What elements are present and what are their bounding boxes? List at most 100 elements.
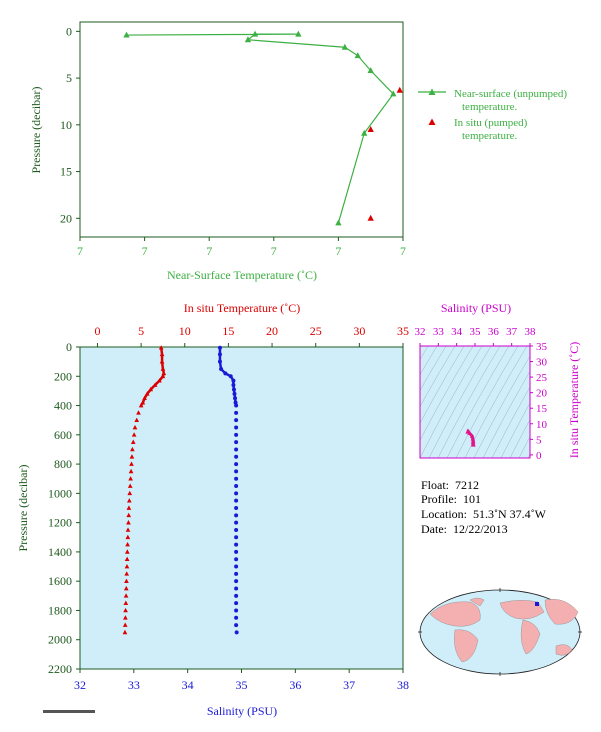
density-contour [491, 386, 530, 458]
near-surface-legend: Near-surface (unpumped) temperature. In … [418, 88, 567, 142]
profile-y-axis: 0 200 400 600 800 1000 1200 1400 1600 1800 2000 220… [48, 340, 80, 676]
near-surface-series [123, 30, 403, 226]
world-map [418, 588, 582, 676]
y-tick-label: 15 [60, 165, 72, 179]
temperature-point [125, 534, 131, 540]
y-tick-label: 10 [60, 118, 72, 132]
salinity-point [234, 564, 239, 569]
near-surface-point [251, 30, 259, 37]
density-contour [420, 346, 483, 458]
ts-point [470, 433, 475, 438]
temperature-point [130, 446, 135, 452]
ts-salinity-axis-label: Salinity (PSU) [441, 301, 511, 315]
salinity-point [231, 387, 236, 392]
salinity-point [234, 410, 239, 415]
temperature-point [128, 476, 133, 481]
ts-temperature-tick-label: 10 [536, 419, 548, 431]
float-value: 7212 [455, 478, 479, 492]
density-contour [500, 402, 530, 458]
salinity-point [234, 586, 239, 591]
density-contours [420, 346, 530, 458]
in-situ-point [396, 86, 403, 93]
temperature-point [123, 585, 129, 591]
near-surface-point [341, 43, 349, 50]
temperature-point [129, 461, 134, 466]
legend-label-near-surface-1: Near-surface (unpumped) [454, 88, 567, 100]
temperature-point [159, 359, 165, 364]
temperature-point [127, 490, 133, 496]
profile-series [122, 345, 239, 635]
y-tick-label: 200 [54, 369, 72, 383]
y-tick-label: 1600 [48, 574, 72, 588]
density-contour [437, 346, 501, 458]
salinity-axis: 32 33 34 35 36 37 38 [74, 669, 409, 692]
ts-salinity-tick-label: 36 [488, 326, 500, 338]
salinity-axis-label: Salinity (PSU) [207, 704, 277, 718]
salinity-tick-label: 35 [236, 678, 248, 692]
svg-text:Profile:101: Profile: 101 [421, 492, 481, 506]
near-surface-point [361, 129, 368, 136]
salinity-point [234, 630, 239, 635]
ts-salinity-tick-label: 38 [525, 326, 537, 338]
near-surface-point [123, 31, 130, 38]
temperature-point [124, 549, 130, 554]
temperature-point [134, 417, 140, 423]
near-surface-point [244, 36, 252, 43]
temperature-point [124, 578, 129, 584]
density-contour [482, 370, 530, 458]
y-tick-label: 0 [66, 24, 72, 38]
near-surface-point [354, 52, 361, 59]
ts-salinity-tick-label: 35 [470, 326, 482, 338]
salinity-point [234, 608, 239, 613]
in-situ-point [367, 126, 374, 132]
svg-text:Float:7212: Float: 7212 [421, 478, 479, 492]
salinity-point [234, 484, 239, 489]
temperature-point [126, 505, 132, 510]
y-tick-label: 0 [66, 340, 72, 354]
ts-salinity-tick-label: 32 [415, 326, 426, 338]
svg-text:Date:12/22/2013: Date: 12/22/2013 [421, 522, 508, 536]
salinity-tick-label: 34 [182, 678, 194, 692]
y-tick-label: 5 [66, 71, 72, 85]
salinity-point [228, 374, 233, 379]
salinity-point [234, 440, 239, 445]
salinity-point [234, 462, 239, 467]
map-land [429, 597, 579, 663]
legend-marker-near-surface [428, 88, 436, 95]
density-contour [428, 346, 492, 458]
ts-plot-area [420, 346, 530, 458]
temperature-point [126, 520, 131, 525]
location-label: Location: [421, 507, 467, 521]
ts-temperature-tick-label: 25 [536, 372, 548, 384]
salinity-point [234, 454, 239, 459]
salinity-point [231, 383, 236, 388]
near-surface-y-axis: 0 5 10 15 20 [60, 24, 80, 225]
float-position-marker [535, 602, 539, 606]
density-contour [420, 346, 465, 424]
ts-point [471, 442, 476, 447]
temperature-point [124, 563, 130, 569]
salinity-point [234, 469, 239, 474]
temperature-point [129, 454, 135, 459]
ts-temperature-tick-label: 15 [536, 403, 548, 415]
date-value: 12/22/2013 [453, 522, 508, 536]
ts-point [467, 430, 472, 435]
near-surface-plot-frame [79, 21, 404, 238]
salinity-point [232, 391, 237, 396]
temperature-tick-label: 0 [94, 324, 100, 338]
salinity-point [217, 352, 222, 357]
salinity-point [234, 476, 239, 481]
salinity-point [234, 520, 239, 525]
near-surface-x-axis-label: Near-Surface Temperature (˚C) [167, 268, 317, 282]
ts-temperature-tick-label: 35 [536, 341, 548, 353]
salinity-point [234, 418, 239, 423]
y-tick-label: 400 [54, 399, 72, 413]
y-tick-label: 2000 [48, 633, 72, 647]
float-label: Float: [421, 478, 449, 492]
near-surface-x-axis: 7 7 7 7 7 7 [77, 237, 406, 258]
temperature-point [123, 615, 128, 620]
salinity-point [234, 593, 239, 598]
salinity-point [234, 498, 239, 503]
ts-series [465, 428, 476, 447]
temperature-point [160, 366, 166, 371]
